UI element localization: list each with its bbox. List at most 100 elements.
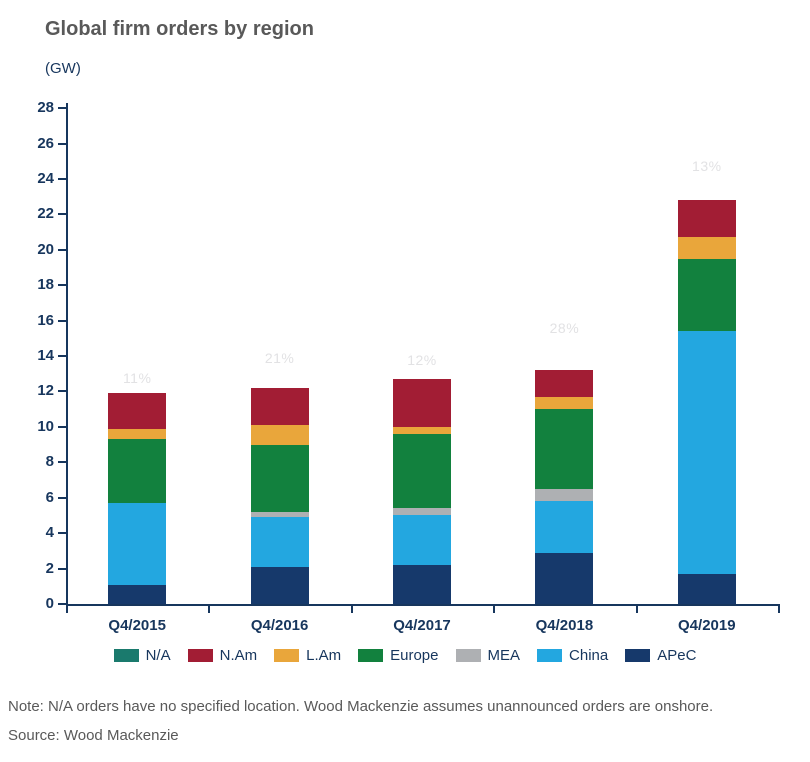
bar-segment-europe [677, 258, 736, 332]
bar-segment-n-am [535, 370, 594, 397]
bar-percent-label: 11% [122, 370, 152, 387]
chart-note: Note: N/A orders have no specified locat… [8, 698, 714, 715]
bar-segment-china [535, 501, 594, 553]
bar-segment-apec [677, 573, 736, 604]
legend-item-europe: Europe [358, 647, 439, 664]
y-tick-label: 0 [45, 595, 54, 612]
y-tick-label: 22 [37, 205, 54, 223]
bar-segment-europe [250, 444, 309, 512]
x-axis-tick [778, 604, 780, 613]
y-axis-tick [58, 248, 66, 251]
bar-segment-n-am [108, 393, 167, 429]
y-axis-tick [58, 496, 66, 499]
y-axis-line [66, 103, 68, 606]
bar-segment-n-am [250, 387, 309, 426]
legend-item-china: China [537, 647, 608, 664]
y-axis-tick [58, 213, 66, 216]
y-axis-tick [58, 355, 66, 358]
y-tick-label: 8 [45, 453, 54, 471]
y-tick-label: 2 [45, 559, 54, 577]
x-axis-line [66, 604, 778, 606]
bar-segment-mea [535, 488, 594, 502]
bar-segment-china [250, 517, 309, 567]
y-tick-label: 14 [37, 347, 54, 365]
legend-swatch-china [537, 649, 563, 662]
legend-swatch-europe [358, 649, 384, 662]
bar-segment-mea [250, 511, 309, 518]
x-axis-label: Q4/2019 [678, 617, 736, 634]
bar-segment-apec [250, 566, 309, 604]
bar-segment-apec [393, 565, 451, 604]
bar-segment-apec [535, 552, 594, 604]
bar-percent-label: 12% [407, 352, 437, 369]
x-axis-label: Q4/2015 [108, 617, 166, 634]
y-tick-label: 26 [37, 134, 54, 152]
bar-segment-china [393, 515, 451, 566]
x-axis-tick [208, 604, 211, 613]
y-tick-label: 10 [37, 417, 54, 435]
y-axis-tick [58, 142, 66, 145]
legend-item-apec: APeC [625, 647, 696, 664]
y-axis-tick [58, 461, 66, 464]
bar-segment-n-am [677, 200, 736, 238]
y-axis-unit-label: (GW) [45, 60, 81, 77]
bar-segment-l-am [535, 396, 594, 410]
y-tick-label: 24 [37, 169, 54, 187]
chart-source: Source: Wood Mackenzie [8, 727, 179, 744]
bar-segment-europe [108, 439, 167, 504]
bar-segment-l-am [250, 425, 309, 445]
bar-segment-china [677, 331, 736, 574]
bar-percent-label: 21% [264, 349, 295, 366]
y-tick-label: 16 [37, 311, 54, 329]
y-tick-label: 12 [37, 382, 54, 400]
y-axis-tick [58, 603, 66, 605]
x-axis-tick [66, 604, 68, 613]
y-axis-tick [58, 177, 66, 180]
legend-swatch-mea [455, 649, 481, 662]
legend-label: L.Am [306, 647, 342, 664]
bar-segment-europe [393, 433, 451, 509]
x-axis-label: Q4/2016 [250, 617, 309, 634]
y-axis-tick [58, 319, 66, 322]
legend-label: N/A [145, 647, 171, 664]
bar-percent-label: 13% [692, 158, 722, 175]
chart-legend: N/A N.Am L.Am Europe MEA China APeC [0, 647, 810, 664]
legend-swatch-n-am [187, 649, 213, 662]
bar-segment-china [108, 503, 167, 585]
bar-percent-label: 28% [549, 320, 580, 337]
bar-segment-apec [108, 584, 167, 604]
bar-segment-n-am [393, 379, 451, 427]
x-axis-tick [350, 604, 353, 613]
y-axis-tick [58, 390, 66, 393]
legend-item-n-a: N/A [113, 647, 171, 664]
legend-label: Europe [390, 647, 439, 664]
y-axis-tick [58, 284, 66, 287]
x-axis-label: Q4/2017 [393, 617, 451, 634]
bar-segment-l-am [677, 237, 736, 259]
x-axis-label: Q4/2018 [535, 617, 594, 634]
y-tick-label: 18 [37, 276, 54, 294]
page-title: Global firm orders by region [45, 18, 314, 40]
bar-segment-l-am [108, 428, 167, 440]
legend-label: China [569, 647, 609, 664]
legend-item-l-am: L.Am [274, 647, 341, 664]
y-tick-label: 20 [37, 240, 54, 258]
legend-item-mea: MEA [455, 647, 521, 664]
y-tick-label: 4 [45, 524, 54, 542]
legend-item-n-am: N.Am [187, 647, 257, 664]
y-axis-tick [58, 425, 66, 428]
bar-segment-europe [535, 409, 594, 489]
legend-swatch-l-am [274, 649, 300, 662]
legend-label: MEA [487, 647, 521, 664]
bar-segment-mea [393, 508, 451, 516]
x-axis-tick [635, 604, 638, 613]
bar-segment-l-am [393, 426, 451, 434]
legend-swatch-apec [625, 649, 651, 662]
y-axis-tick [58, 107, 66, 110]
y-axis-tick [58, 532, 66, 535]
legend-swatch-n-a [113, 649, 139, 662]
x-axis-tick [493, 604, 496, 613]
y-axis-tick [58, 567, 66, 570]
